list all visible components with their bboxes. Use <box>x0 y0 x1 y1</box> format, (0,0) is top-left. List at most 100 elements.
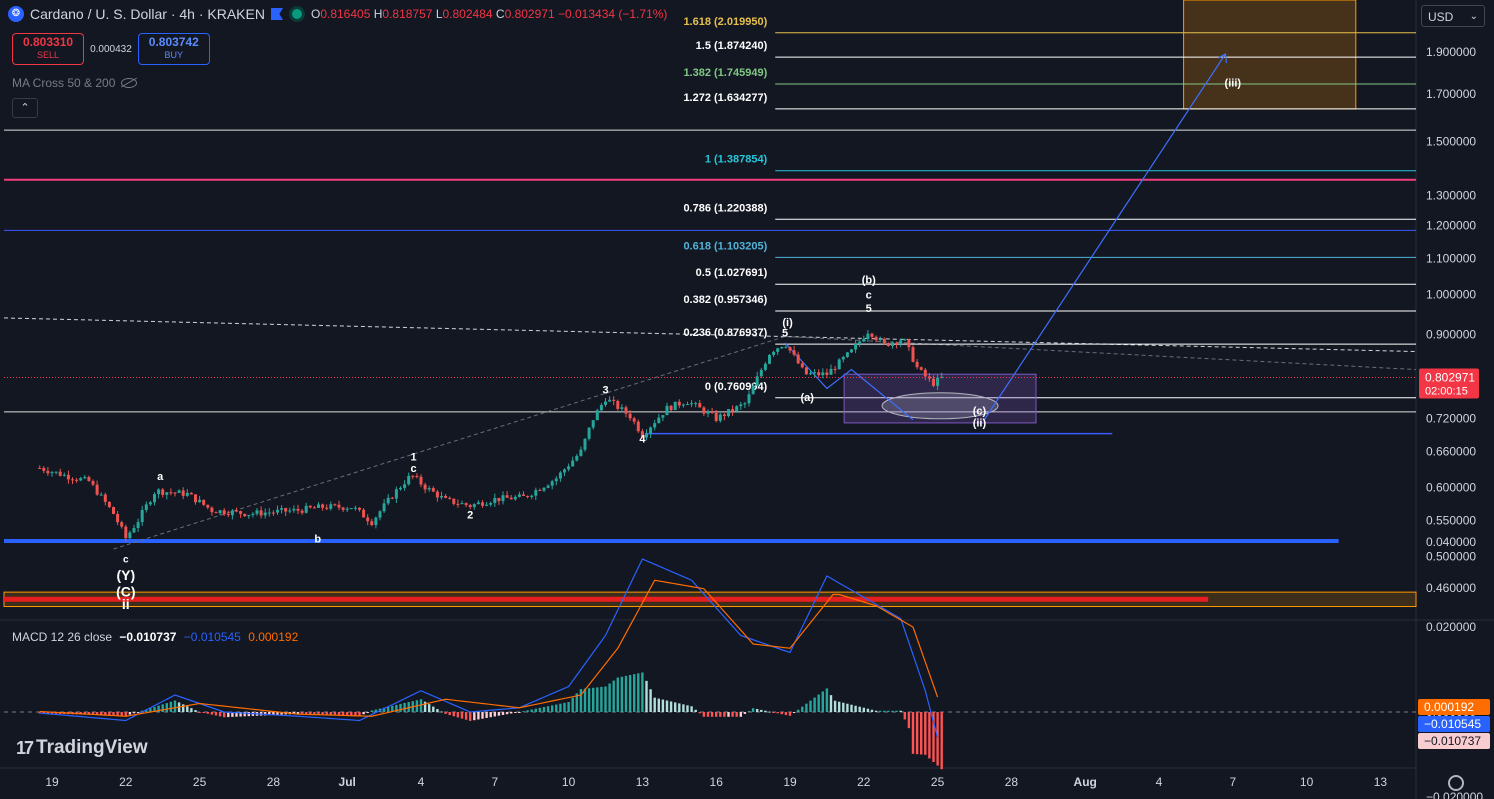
macd-bar <box>300 712 304 715</box>
macd-bar <box>682 704 685 712</box>
macd-bar <box>87 712 91 715</box>
tradingview-logo[interactable]: 17 TradingView <box>16 737 148 759</box>
macd-bar <box>522 711 525 713</box>
candle-body <box>411 475 415 477</box>
wave-label: ii <box>122 596 130 612</box>
candle-body <box>169 492 173 494</box>
candle-body <box>608 399 612 402</box>
macd-label: MACD 12 26 close <box>12 630 113 644</box>
candle-body <box>517 494 521 497</box>
macd-bar <box>542 707 546 712</box>
macd-bar <box>83 712 86 715</box>
macd-bar <box>423 701 427 712</box>
candle-body <box>181 490 185 496</box>
candle-body <box>116 514 120 523</box>
candle-body <box>312 507 316 509</box>
macd-bar <box>850 704 853 712</box>
wave-label: (i) <box>782 317 793 329</box>
candle-body <box>940 376 944 378</box>
macd-bar <box>592 687 595 712</box>
macd-bar <box>514 712 517 713</box>
collapse-legend-button[interactable]: ⌃ <box>12 98 38 118</box>
macd-bar <box>883 710 886 712</box>
indicator-legend[interactable]: MA Cross 50 & 200 <box>12 76 138 90</box>
macd-bar <box>206 712 209 714</box>
candle-body <box>42 468 46 471</box>
wave-label: (c) <box>973 406 987 418</box>
macd-bar <box>665 700 669 712</box>
macd-bar <box>333 712 337 716</box>
candle-body <box>255 510 259 514</box>
candle-body <box>878 338 882 341</box>
macd-legend[interactable]: MACD 12 26 close −0.010737 −0.010545 0.0… <box>12 630 298 644</box>
symbol-title[interactable]: Cardano / U. S. Dollar · 4h · KRAKEN <box>30 6 265 22</box>
indicator-label: MA Cross 50 & 200 <box>12 76 116 90</box>
candle-body <box>276 509 279 513</box>
macd-bar <box>776 712 779 714</box>
macd-bar <box>657 698 660 712</box>
time-tick: 10 <box>1300 775 1314 789</box>
wave-label: 2 <box>467 509 473 521</box>
change-value: −0.013434 (−1.71%) <box>557 7 668 21</box>
candle-body <box>341 507 345 510</box>
sell-button[interactable]: 0.803310 SELL <box>12 33 85 65</box>
candle-body <box>632 418 636 422</box>
macd-bar <box>866 708 870 712</box>
target-ellipse <box>881 392 999 420</box>
candle-body <box>378 511 382 518</box>
currency-select[interactable]: USD ⌄ <box>1421 5 1485 27</box>
macd-bar <box>46 712 50 714</box>
candle-body <box>214 512 218 514</box>
candle-body <box>54 471 58 473</box>
time-tick: 7 <box>491 775 498 789</box>
candle-body <box>99 494 103 496</box>
macd-bar <box>846 703 849 712</box>
candle-body <box>591 420 595 428</box>
macd-bar <box>538 707 542 712</box>
wave-label: c <box>866 289 872 301</box>
candle-body <box>38 467 42 469</box>
price-tick: 1.500000 <box>1426 134 1476 148</box>
macd-bar <box>608 683 611 712</box>
macd-bar <box>169 701 173 712</box>
candle-body <box>915 361 919 368</box>
settings-gear-icon[interactable] <box>1448 775 1464 791</box>
candle-body <box>604 401 607 405</box>
wave-label: (a) <box>800 392 814 404</box>
candle-body <box>222 510 226 515</box>
candle-body <box>112 507 115 515</box>
candle-body <box>727 409 730 417</box>
macd-bar <box>678 703 681 712</box>
macd-bar <box>534 708 537 712</box>
macd-bar <box>821 691 824 712</box>
macd-bar <box>563 702 566 712</box>
flag-icon[interactable] <box>270 8 283 20</box>
macd-bar <box>702 712 706 717</box>
macd-bar <box>760 709 763 712</box>
candle-body <box>284 508 288 512</box>
candle-body <box>235 510 238 512</box>
candle-body <box>362 509 366 518</box>
candle-body <box>128 532 132 539</box>
high-value: 0.818757 <box>382 7 433 21</box>
macd-bar <box>641 672 644 712</box>
hide-eye-icon[interactable] <box>121 78 138 88</box>
macd-bar <box>124 712 127 716</box>
candle-body <box>107 501 111 508</box>
macd-bar <box>907 712 911 729</box>
buy-button[interactable]: 0.803742 BUY <box>137 33 210 65</box>
candle-body <box>419 476 423 485</box>
macd-bar <box>924 712 927 755</box>
macd-bar <box>190 708 193 712</box>
macd-bar <box>132 712 136 714</box>
candle-body <box>46 470 50 474</box>
candle-body <box>706 411 710 414</box>
market-status-icon[interactable] <box>288 6 305 22</box>
macd-bar <box>419 699 423 712</box>
macd-bar <box>313 712 316 715</box>
candle-body <box>206 504 210 508</box>
macd-tick: 0.040000 <box>1426 535 1476 549</box>
macd-tick: −0.020000 <box>1426 790 1483 799</box>
candle-body <box>58 471 62 476</box>
